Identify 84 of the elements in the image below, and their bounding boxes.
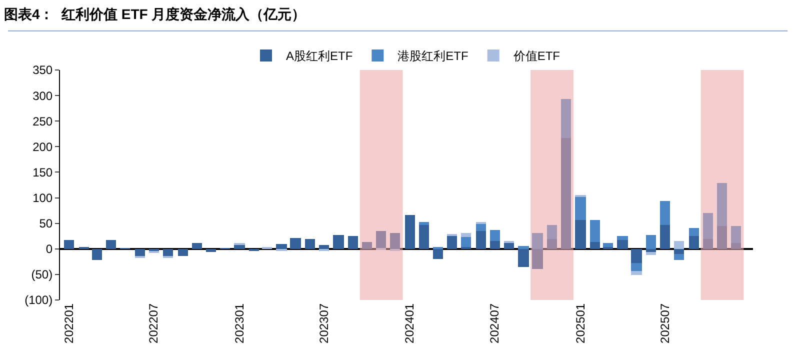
bar — [674, 249, 684, 254]
bar — [348, 236, 358, 249]
y-tick-label: 350 — [32, 63, 53, 78]
bar — [575, 220, 586, 249]
bar — [646, 235, 656, 249]
x-tick-label: 202507 — [658, 303, 672, 344]
legend-label: A股红利ETF — [286, 49, 353, 64]
bar — [405, 215, 415, 249]
bar — [617, 240, 628, 249]
bar — [689, 228, 699, 236]
bar — [689, 236, 699, 249]
y-tick-label: 200 — [32, 140, 53, 154]
bar — [419, 222, 429, 225]
y-tick-label: 0 — [46, 242, 53, 256]
bar — [518, 249, 529, 267]
x-tick-label: 202401 — [402, 303, 417, 344]
y-tick-label: 150 — [32, 165, 53, 180]
y-tick-label: (50) — [31, 268, 53, 282]
bar — [490, 230, 500, 241]
y-tick-label: 300 — [32, 88, 53, 103]
bar — [178, 249, 188, 256]
bar — [362, 242, 372, 249]
bar — [703, 239, 713, 249]
bar — [206, 249, 216, 252]
bar — [575, 197, 586, 220]
x-tick-label: 202307 — [316, 303, 331, 344]
bar — [631, 263, 642, 271]
bar — [660, 225, 670, 249]
bar — [390, 233, 400, 249]
bar — [290, 238, 301, 249]
bar — [631, 271, 642, 275]
bar — [447, 236, 457, 249]
bar — [419, 225, 429, 249]
bar — [646, 252, 656, 255]
bar — [561, 138, 571, 249]
bar — [461, 233, 471, 237]
bar — [547, 239, 557, 249]
bar — [731, 243, 741, 249]
bar — [106, 240, 116, 249]
bar — [319, 245, 329, 249]
bar — [674, 254, 684, 260]
bar — [518, 246, 529, 249]
bar — [135, 249, 145, 256]
bar — [276, 244, 287, 249]
bar — [731, 226, 741, 243]
x-tick-label: 202407 — [488, 303, 502, 344]
bar — [433, 249, 443, 259]
bar — [333, 235, 344, 249]
x-tick-label: 202501 — [573, 303, 588, 344]
legend-label: 价值ETF — [512, 49, 560, 64]
y-tick-label: 100 — [32, 190, 53, 205]
legend-label: 港股红利ETF — [398, 49, 468, 64]
bar — [476, 224, 486, 231]
bar — [376, 231, 386, 249]
bar — [192, 243, 202, 249]
bar — [717, 183, 727, 226]
bar — [532, 233, 543, 249]
x-tick-label: 202201 — [62, 303, 76, 344]
x-tick-label: 202207 — [146, 303, 161, 344]
chart-title: 图表4： 红利价值 ETF 月度资金净流入（亿元） — [4, 6, 306, 22]
bar — [590, 220, 600, 242]
bar — [561, 99, 571, 138]
bar — [476, 231, 486, 249]
bar — [234, 245, 245, 249]
bar — [674, 241, 684, 249]
bar — [461, 237, 471, 247]
bar — [490, 241, 500, 249]
bar — [547, 225, 557, 239]
bar — [617, 236, 628, 240]
bar — [92, 249, 102, 260]
bar — [660, 201, 670, 225]
bar — [703, 213, 713, 239]
bar — [590, 242, 600, 249]
bar — [631, 249, 642, 263]
y-tick-label: 250 — [32, 114, 53, 128]
bar — [603, 243, 613, 247]
bar — [717, 226, 727, 249]
y-tick-label: (100) — [24, 293, 53, 308]
bar — [64, 240, 74, 249]
bar — [532, 249, 543, 269]
y-tick-label: 50 — [39, 216, 53, 231]
x-tick-label: 202301 — [232, 303, 246, 344]
bar — [646, 249, 656, 252]
bar — [305, 239, 315, 249]
